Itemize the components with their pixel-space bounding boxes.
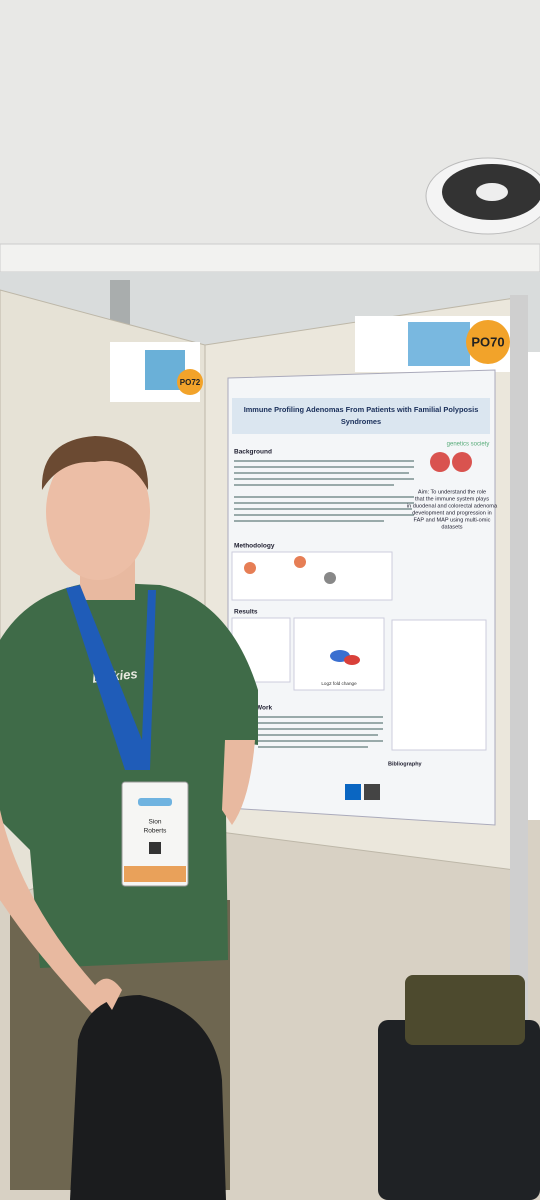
badge-art — [124, 866, 186, 882]
points-red — [344, 655, 360, 665]
badge-tag — [138, 798, 172, 806]
badge-name: Sion — [148, 819, 161, 826]
poster-title: Immune Profiling Adenomas From Patients … — [244, 405, 479, 414]
window-frame — [110, 280, 130, 330]
face — [46, 444, 150, 580]
title-band — [232, 398, 490, 434]
poster-title: Syndromes — [341, 417, 381, 426]
qr-code — [364, 784, 380, 800]
method-icon — [324, 572, 336, 584]
figure-icon — [452, 452, 472, 472]
section-heading: Background — [234, 449, 272, 456]
name-badge — [121, 781, 189, 887]
sleeve — [0, 690, 45, 820]
section-heading: Methodology — [234, 543, 275, 550]
header-art — [408, 322, 470, 366]
axis-label: Log2 fold change — [321, 681, 357, 686]
linkedin-icon — [345, 784, 361, 800]
method-diagram — [231, 551, 393, 601]
neighbor-board-number: PO72 — [180, 378, 201, 387]
light-bar — [0, 243, 540, 273]
vent-center — [476, 183, 508, 201]
section-heading: Bibliography — [388, 761, 423, 767]
badge-circle — [177, 369, 203, 395]
suitcase — [378, 1020, 540, 1200]
society: genetics society — [447, 442, 490, 448]
body-text — [258, 716, 383, 748]
arm — [222, 740, 255, 825]
aim-line: development and progression in — [412, 510, 492, 516]
aim-text: Aim: To understand the role that the imm… — [407, 489, 498, 530]
method-icon — [244, 562, 256, 574]
body-text — [234, 460, 414, 522]
dot-plot — [391, 619, 487, 751]
shirt — [0, 582, 258, 968]
aim-line: that the immune system plays — [415, 496, 489, 502]
aim-line: datasets — [441, 524, 462, 530]
hair — [41, 436, 149, 490]
aim-line: in duodenal and colorectal adenoma — [407, 503, 498, 509]
aim-line: FAP and MAP using multi-omic — [414, 517, 491, 523]
section-heading: Results — [234, 609, 258, 616]
badge-name: Roberts — [144, 828, 168, 835]
badge-qr — [149, 842, 161, 854]
hand — [95, 978, 122, 1010]
bag-on-suitcase — [405, 975, 525, 1045]
method-icon — [294, 556, 306, 568]
lanyard — [66, 585, 156, 770]
pole — [510, 295, 528, 1200]
backpack — [70, 995, 226, 1200]
board-number: PO70 — [471, 334, 504, 349]
figure-icon — [430, 452, 450, 472]
aim-line: Aim: To understand the role — [418, 489, 486, 495]
board-circle — [466, 320, 510, 364]
